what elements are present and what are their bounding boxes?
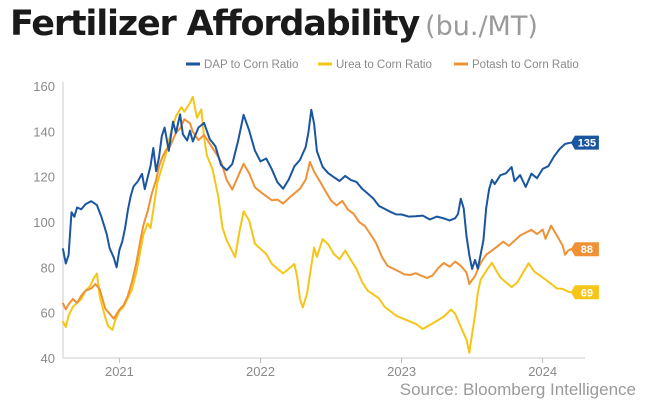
legend-label: DAP to Corn Ratio [204,59,298,71]
legend-item-2: Potash to Corn Ratio [454,59,579,71]
y-tick-label: 100 [33,215,55,230]
x-tick-label: 2023 [387,364,416,379]
chart-title: Fertilizer Affordability (bu./MT) [10,4,538,44]
chart-title-main: Fertilizer Affordability [10,4,420,44]
x-tick-label: 2021 [105,364,134,379]
y-tick-label: 160 [33,79,55,94]
end-label-tag [570,285,599,300]
end-label-tag [570,135,599,150]
y-tick-label: 140 [33,124,55,139]
y-tick-label: 80 [41,260,55,275]
x-tick-label: 2022 [246,364,275,379]
y-tick-label: 120 [33,170,55,185]
legend-item-0: DAP to Corn Ratio [186,59,298,71]
end-label-text: 88 [581,244,593,256]
legend-label: Potash to Corn Ratio [472,59,579,71]
legend-item-1: Urea to Corn Ratio [318,59,432,71]
source-note: Source: Bloomberg Intelligence [399,380,636,399]
y-tick-label: 40 [41,351,55,366]
end-value-labels: 135 69 88 [570,135,599,300]
legend-label: Urea to Corn Ratio [336,59,432,71]
series-line-2 [62,118,572,320]
end-label-2: 88 [570,242,599,257]
series-line-1 [62,95,572,354]
y-tick-label: 60 [41,306,55,321]
end-label-1: 69 [570,285,599,300]
legend: DAP to Corn Ratio Urea to Corn Ratio Potas… [186,59,579,71]
end-label-0: 135 [570,135,599,150]
chart-title-unit: (bu./MT) [425,11,538,42]
end-label-text: 135 [578,138,596,150]
end-label-text: 69 [581,287,593,299]
series-line-0 [62,108,572,270]
axes: 40 60 80 100 120 140 160 2021 2022 2023 2024 [33,79,585,379]
series-lines [62,95,572,354]
end-label-tag [570,242,599,257]
x-tick-label: 2024 [528,364,557,379]
